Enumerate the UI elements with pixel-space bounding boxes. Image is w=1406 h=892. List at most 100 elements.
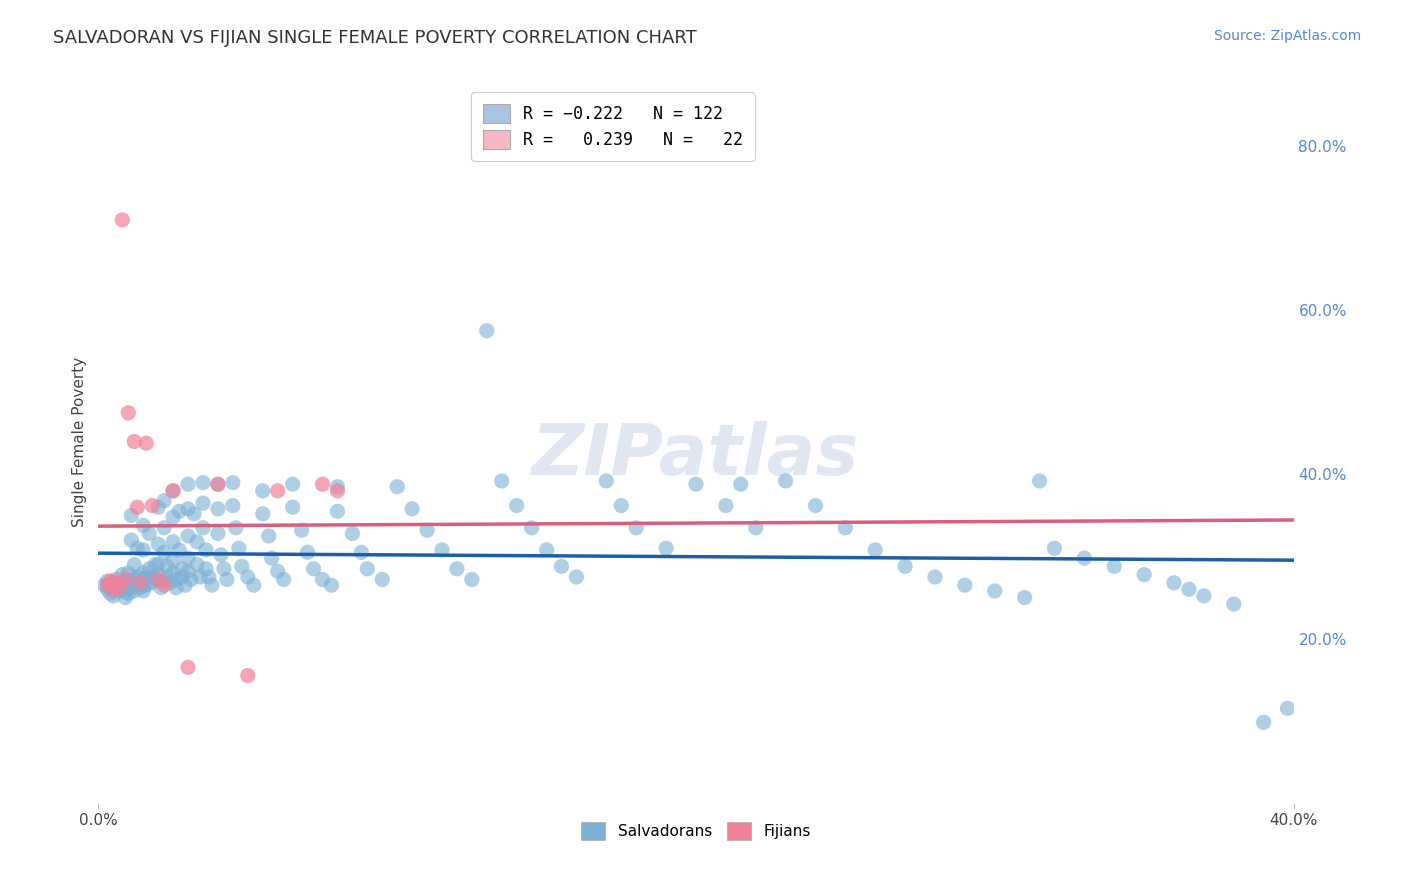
- Text: ZIPatlas: ZIPatlas: [533, 422, 859, 491]
- Point: [321, 578, 343, 592]
- Point: [207, 501, 229, 516]
- Point: [148, 573, 170, 587]
- Y-axis label: Single Female Poverty: Single Female Poverty: [72, 357, 87, 526]
- Point: [117, 574, 139, 588]
- Point: [132, 518, 155, 533]
- Point: [177, 660, 200, 674]
- Point: [461, 573, 484, 587]
- Point: [124, 558, 146, 572]
- Point: [565, 570, 588, 584]
- Point: [475, 324, 498, 338]
- Point: [98, 586, 122, 600]
- Point: [159, 575, 181, 590]
- Point: [117, 586, 139, 600]
- Point: [1163, 575, 1185, 590]
- Point: [326, 480, 349, 494]
- Point: [111, 582, 134, 597]
- Point: [103, 575, 125, 590]
- Point: [103, 582, 125, 597]
- Point: [167, 504, 190, 518]
- Point: [165, 573, 187, 587]
- Point: [775, 474, 797, 488]
- Point: [550, 559, 572, 574]
- Point: [132, 578, 155, 592]
- Point: [1253, 715, 1275, 730]
- Point: [834, 521, 856, 535]
- Point: [96, 574, 118, 588]
- Point: [105, 582, 128, 597]
- Point: [236, 570, 259, 584]
- Point: [231, 559, 253, 574]
- Point: [153, 493, 176, 508]
- Point: [222, 499, 245, 513]
- Point: [162, 510, 184, 524]
- Text: SALVADORAN VS FIJIAN SINGLE FEMALE POVERTY CORRELATION CHART: SALVADORAN VS FIJIAN SINGLE FEMALE POVER…: [53, 29, 697, 46]
- Point: [401, 501, 423, 516]
- Point: [96, 578, 118, 592]
- Point: [129, 575, 152, 590]
- Point: [114, 591, 136, 605]
- Point: [114, 584, 136, 599]
- Point: [129, 575, 152, 590]
- Point: [148, 537, 170, 551]
- Point: [108, 584, 131, 599]
- Point: [124, 578, 146, 592]
- Point: [302, 562, 325, 576]
- Point: [191, 521, 214, 535]
- Point: [610, 499, 633, 513]
- Point: [491, 474, 513, 488]
- Point: [894, 559, 917, 574]
- Point: [188, 570, 211, 584]
- Point: [191, 496, 214, 510]
- Point: [252, 507, 274, 521]
- Legend: Salvadorans, Fijians: Salvadorans, Fijians: [574, 814, 818, 847]
- Point: [520, 521, 543, 535]
- Point: [111, 578, 134, 592]
- Point: [138, 526, 160, 541]
- Point: [167, 542, 190, 557]
- Point: [127, 541, 149, 556]
- Point: [162, 483, 184, 498]
- Point: [132, 566, 155, 580]
- Point: [536, 542, 558, 557]
- Point: [165, 581, 187, 595]
- Point: [132, 542, 155, 557]
- Point: [135, 436, 157, 450]
- Point: [236, 668, 259, 682]
- Point: [177, 551, 200, 566]
- Point: [132, 584, 155, 599]
- Point: [111, 212, 134, 227]
- Point: [225, 521, 247, 535]
- Point: [1223, 597, 1246, 611]
- Point: [243, 578, 266, 592]
- Point: [108, 578, 131, 592]
- Point: [350, 545, 373, 559]
- Point: [685, 477, 707, 491]
- Point: [342, 526, 364, 541]
- Point: [1133, 567, 1156, 582]
- Point: [446, 562, 468, 576]
- Point: [177, 564, 200, 578]
- Point: [195, 542, 218, 557]
- Point: [281, 477, 304, 491]
- Point: [124, 434, 146, 449]
- Point: [183, 507, 205, 521]
- Point: [162, 483, 184, 498]
- Point: [153, 578, 176, 592]
- Point: [129, 581, 152, 595]
- Point: [865, 542, 887, 557]
- Point: [745, 521, 768, 535]
- Point: [1178, 582, 1201, 597]
- Point: [124, 573, 146, 587]
- Point: [267, 483, 290, 498]
- Point: [209, 548, 232, 562]
- Point: [138, 562, 160, 576]
- Point: [156, 570, 179, 584]
- Point: [1073, 551, 1095, 566]
- Point: [207, 526, 229, 541]
- Point: [430, 542, 453, 557]
- Point: [98, 574, 122, 588]
- Point: [655, 541, 678, 556]
- Point: [180, 573, 202, 587]
- Point: [162, 534, 184, 549]
